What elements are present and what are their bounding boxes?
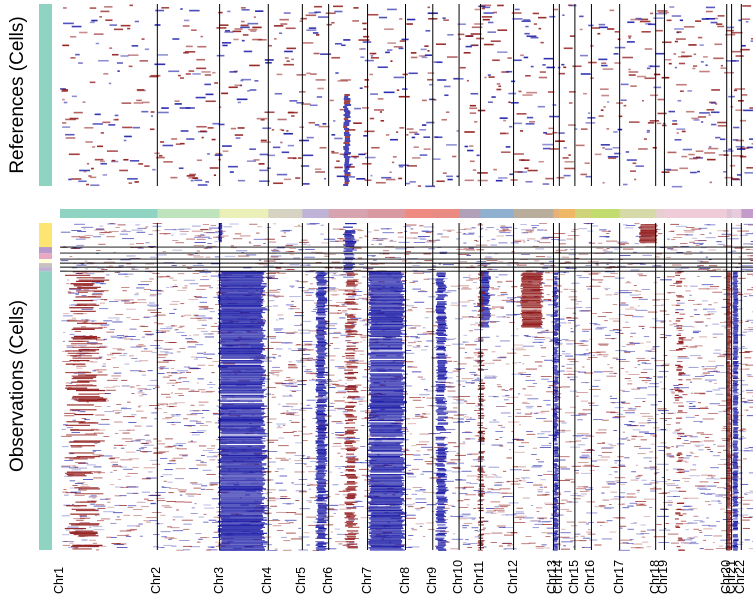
- references-ylabel: References (Cells): [7, 16, 29, 173]
- observation-group-bar: [39, 247, 52, 253]
- chromosome-color-segment: [480, 209, 514, 218]
- observation-group-bar: [39, 263, 52, 267]
- chromosome-label: Chr5: [294, 567, 308, 594]
- chromosome-color-bar: [60, 209, 753, 218]
- chromosome-label: Chr3: [212, 567, 226, 594]
- chromosome-color-segment: [157, 209, 220, 218]
- chromosome-color-segment: [220, 209, 269, 218]
- chromosome-color-segment: [268, 209, 303, 218]
- chromosome-label: Chr7: [360, 567, 374, 594]
- chromosome-color-segment: [656, 209, 665, 218]
- chromosome-color-segment: [591, 209, 620, 218]
- observation-group-bar: [39, 259, 52, 263]
- chromosome-color-segment: [559, 209, 575, 218]
- chromosome-label: Chr4: [260, 567, 274, 594]
- chromosome-color-segment: [433, 209, 460, 218]
- chromosome-label: Chr10: [451, 560, 465, 594]
- chromosome-color-segment: [732, 209, 742, 218]
- chromosome-color-segment: [60, 209, 158, 218]
- observation-group-bar: [39, 253, 52, 259]
- chromosome-label: Chr8: [398, 567, 412, 594]
- chromosome-color-segment: [620, 209, 657, 218]
- observations-panel: [39, 223, 753, 551]
- chromosome-color-segment: [368, 209, 406, 218]
- chromosome-label: Chr14: [551, 560, 565, 594]
- chromosome-color-segment: [575, 209, 592, 218]
- chromosome-label: Chr17: [612, 560, 626, 594]
- chromosome-color-segment: [459, 209, 481, 218]
- chromosome-color-segment: [329, 209, 368, 218]
- references-panel: [39, 4, 753, 187]
- chromosome-label: Chr11: [472, 561, 486, 594]
- chromosome-label: Chr9: [425, 567, 439, 594]
- chromosome-color-segment: [727, 209, 732, 218]
- chromosome-label: Chr15: [567, 560, 581, 594]
- chromosome-color-segment: [514, 209, 554, 218]
- observation-group-bar: [39, 267, 52, 271]
- observation-group-bar: [39, 223, 52, 247]
- chromosome-color-segment: [553, 209, 559, 218]
- observations-ylabel: Observations (Cells): [7, 300, 29, 472]
- observation-group-bar: [39, 271, 52, 550]
- chromosome-color-segment: [406, 209, 434, 218]
- chromosome-label: Chr12: [506, 560, 520, 594]
- chromosome-label: Chr6: [321, 567, 335, 594]
- chromosome-color-segment: [302, 209, 329, 218]
- reference-group-bar: [39, 4, 52, 186]
- chromosome-color-segment: [741, 209, 753, 218]
- chromosome-label: Chr2: [149, 567, 163, 594]
- chromosome-label: Chr1: [52, 567, 66, 594]
- chromosome-label: Chr22: [733, 560, 747, 594]
- chromosome-label: Chr16: [583, 560, 597, 594]
- chromosome-color-segment: [664, 209, 727, 218]
- chromosome-label: Chr19: [656, 560, 670, 594]
